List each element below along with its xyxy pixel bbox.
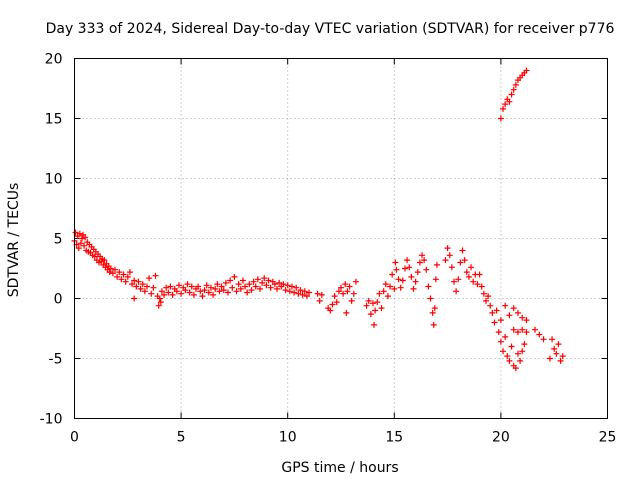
y-tick-label: 20 bbox=[45, 52, 63, 68]
x-tick-label: 0 bbox=[70, 430, 79, 446]
y-tick-label: 15 bbox=[45, 112, 63, 128]
chart-background bbox=[0, 0, 640, 480]
y-tick-label: 0 bbox=[54, 292, 63, 308]
y-tick-label: -10 bbox=[40, 412, 63, 428]
y-tick-label: -5 bbox=[49, 352, 63, 368]
sdtvar-chart: Day 333 of 2024, Sidereal Day-to-day VTE… bbox=[0, 0, 640, 480]
x-axis-title: GPS time / hours bbox=[281, 460, 398, 476]
x-tick-label: 15 bbox=[385, 430, 403, 446]
x-tick-label: 25 bbox=[599, 430, 617, 446]
x-tick-label: 20 bbox=[492, 430, 510, 446]
y-tick-label: 10 bbox=[45, 172, 63, 188]
chart-title: Day 333 of 2024, Sidereal Day-to-day VTE… bbox=[46, 21, 615, 37]
y-axis-title: SDTVAR / TECUs bbox=[6, 183, 22, 298]
x-tick-label: 5 bbox=[177, 430, 186, 446]
x-tick-label: 10 bbox=[279, 430, 297, 446]
y-tick-label: 5 bbox=[54, 232, 63, 248]
